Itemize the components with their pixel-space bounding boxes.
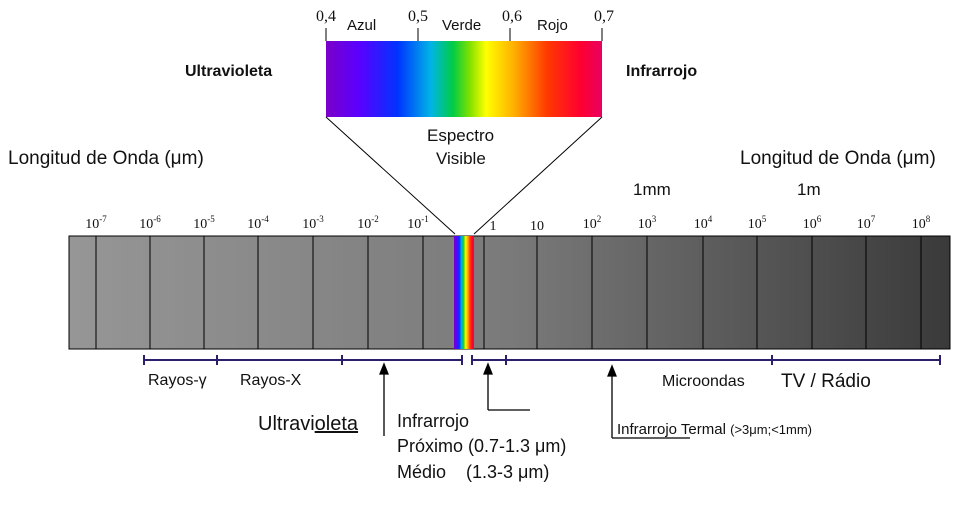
- tv-radio-label: TV / Rádio: [781, 371, 871, 392]
- pointer-arrows: [379, 362, 690, 439]
- wavelength-bar: [68, 235, 951, 350]
- axis-tick-label: 107: [856, 214, 876, 232]
- visible-tick-marks: [325, 28, 603, 41]
- axis-tick-label: 10-1: [407, 214, 429, 232]
- axis-tick-label: 10-2: [357, 214, 379, 232]
- axis-tick-label: 106: [802, 214, 822, 232]
- infrared-mid-label: Médio (1.3-3 μm): [397, 462, 550, 482]
- gamma-ray-label: Rayos-γ: [148, 372, 207, 389]
- axis-tick-label: 108: [911, 214, 931, 232]
- visible-caption-line2: Visible: [436, 149, 486, 168]
- visible-caption-line1: Espectro: [427, 126, 495, 145]
- color-label-blue: Azul: [347, 17, 377, 34]
- visible-tick-label: 0,7: [594, 8, 614, 25]
- visible-tick-label: 0,5: [408, 8, 428, 25]
- axis-tick-label: 10-5: [193, 214, 215, 232]
- color-label-green: Verde: [442, 17, 482, 34]
- infrared-thermal-label: Infrarrojo Termal (>3μm;<1mm): [617, 421, 813, 438]
- axis-tick-label: 1: [489, 219, 497, 234]
- visible-spectrum-bar: [326, 41, 602, 117]
- visible-tick-label: 0,6: [502, 8, 522, 25]
- unit-1mm-label: 1mm: [633, 180, 671, 199]
- microwave-label: Microondas: [662, 373, 745, 390]
- axis-title-left: Longitud de Onda (μm): [8, 148, 204, 169]
- ultraviolet-label: Ultravioleta: [258, 413, 359, 435]
- axis-title-right: Longitud de Onda (μm): [740, 148, 936, 169]
- region-brackets: [143, 355, 941, 365]
- axis-tick-label: 105: [747, 214, 767, 232]
- infrared-near-label: Próximo (0.7-1.3 μm): [397, 436, 567, 456]
- ultraviolet-heading: Ultravioleta: [185, 63, 273, 80]
- axis-tick-label: 10-3: [302, 214, 324, 232]
- expansion-lines: [325, 116, 603, 235]
- axis-tick-label: 102: [582, 214, 602, 232]
- axis-tick-label: 10-4: [247, 214, 269, 232]
- axis-tick-label: 104: [693, 214, 713, 232]
- color-label-red: Rojo: [537, 17, 568, 34]
- axis-tick-label: 10: [530, 219, 544, 234]
- axis-tick-label: 10-6: [139, 214, 161, 232]
- axis-tick-label: 10-7: [85, 214, 107, 232]
- visible-tick-label: 0,4: [316, 8, 336, 25]
- axis-tick-label: 103: [637, 214, 657, 232]
- unit-1m-label: 1m: [797, 180, 821, 199]
- infrared-heading: Infrarrojo: [626, 63, 698, 80]
- infrared-label: Infrarrojo: [397, 411, 470, 431]
- x-ray-label: Rayos-X: [240, 372, 302, 389]
